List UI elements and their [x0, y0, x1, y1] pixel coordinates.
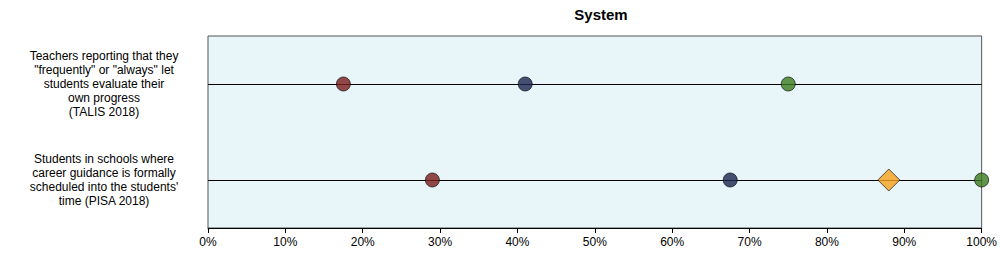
svg-text:career guidance is formally: career guidance is formally — [32, 166, 175, 180]
svg-text:System: System — [574, 6, 627, 23]
svg-text:time (PISA 2018): time (PISA 2018) — [59, 194, 150, 208]
svg-text:"frequently" or "always" let: "frequently" or "always" let — [34, 63, 174, 77]
svg-text:students evaluate their: students evaluate their — [44, 77, 165, 91]
svg-text:(TALIS 2018): (TALIS 2018) — [69, 105, 139, 119]
svg-text:80%: 80% — [815, 235, 839, 249]
svg-text:100%: 100% — [966, 235, 997, 249]
svg-text:Students in schools where: Students in schools where — [34, 152, 174, 166]
svg-text:90%: 90% — [892, 235, 916, 249]
svg-text:20%: 20% — [351, 235, 375, 249]
svg-text:50%: 50% — [583, 235, 607, 249]
svg-text:70%: 70% — [738, 235, 762, 249]
svg-text:Teachers reporting that they: Teachers reporting that they — [30, 49, 179, 63]
svg-text:0%: 0% — [199, 235, 217, 249]
svg-text:scheduled into the students': scheduled into the students' — [30, 180, 178, 194]
svg-text:60%: 60% — [660, 235, 684, 249]
svg-text:40%: 40% — [505, 235, 529, 249]
svg-text:own progress: own progress — [68, 91, 140, 105]
svg-text:10%: 10% — [273, 235, 297, 249]
svg-text:30%: 30% — [428, 235, 452, 249]
